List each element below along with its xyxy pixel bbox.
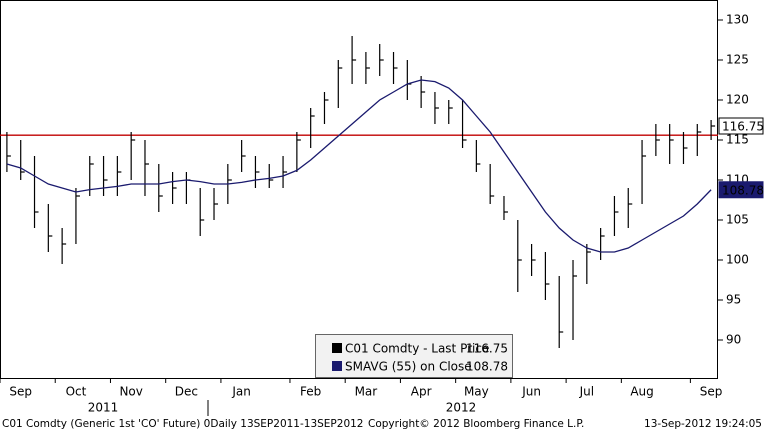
legend-swatch: [332, 343, 342, 353]
y-tick-label: 115: [726, 133, 749, 147]
x-tick-label: Mar: [355, 385, 378, 399]
x-tick-label: Sep: [700, 385, 723, 399]
last-value-tag: [718, 117, 764, 135]
x-tick-label: Jan: [231, 385, 251, 399]
legend-label: SMAVG (55) on Close: [345, 360, 472, 374]
last-value-tag: [718, 181, 764, 199]
legend-value: 108.78: [466, 360, 508, 374]
y-tick-label: 100: [726, 253, 749, 267]
footer-copyright: Copyright© 2012 Bloomberg Finance L.P.: [368, 418, 584, 430]
x-tick-label: Feb: [300, 385, 321, 399]
y-tick-label: 120: [726, 93, 749, 107]
legend-box: [315, 334, 513, 378]
legend-value: 116.75: [466, 342, 508, 356]
y-tick-label: 90: [726, 333, 741, 347]
footer-date: 13-Sep-2012 19:24:05: [644, 418, 762, 430]
x-tick-label: Sep: [9, 385, 32, 399]
x-tick-label: Nov: [119, 385, 142, 399]
year-label: 2011: [88, 401, 119, 415]
sma-line: [6, 79, 712, 253]
year-label: 2012: [446, 401, 477, 415]
y-tick-label: 125: [726, 53, 749, 67]
last-value-label: 108.78: [722, 183, 764, 197]
footer-left: C01 Comdty (Generic 1st 'CO' Future) 0Da…: [2, 418, 364, 430]
x-tick-label: Apr: [411, 385, 432, 399]
y-tick-label: 95: [726, 293, 741, 307]
plot-frame: [0, 0, 718, 379]
legend-swatch: [332, 361, 342, 371]
y-tick-label: 105: [726, 213, 749, 227]
x-tick-label: Dec: [175, 385, 198, 399]
x-tick-label: Jun: [521, 385, 541, 399]
x-tick-label: Jul: [579, 385, 594, 399]
x-tick-label: Oct: [66, 385, 87, 399]
legend: C01 Comdty - Last Price SMAVG (55) on Cl…: [315, 334, 513, 378]
y-tick-label: 130: [726, 13, 749, 27]
legend-label: C01 Comdty - Last Price: [345, 342, 489, 356]
x-tick-label: May: [464, 385, 489, 399]
x-tick-label: Aug: [630, 385, 653, 399]
last-value-label: 116.75: [722, 120, 764, 134]
